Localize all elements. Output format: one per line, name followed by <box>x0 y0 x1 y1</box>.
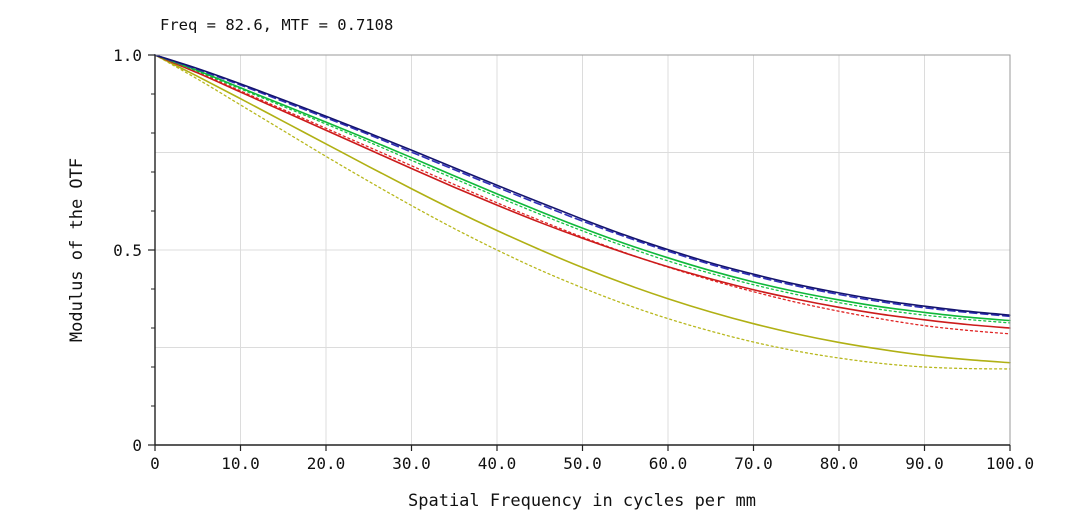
x-tick-label: 30.0 <box>392 454 431 473</box>
x-tick-label: 60.0 <box>649 454 688 473</box>
series-curve-red-solid <box>154 54 1011 329</box>
x-tick-label: 50.0 <box>563 454 602 473</box>
series-curve-yellow-solid <box>154 54 1011 364</box>
y-tick-label: 1.0 <box>113 46 142 65</box>
series-curve-red-dotted <box>154 54 1011 335</box>
series-curve-green-solid <box>154 54 1011 322</box>
series-curve-blue-dashed <box>154 54 1011 318</box>
series-layer <box>154 54 1011 370</box>
y-axis-label: Modulus of the OTF <box>67 158 87 342</box>
grid-layer <box>155 55 1010 445</box>
series-curve-blue-solid <box>154 54 1011 316</box>
chart-title: Freq = 82.6, MTF = 0.7108 <box>160 16 393 34</box>
tick-label-layer: 0 10.0 20.0 30.0 40.0 50.0 60.0 70.0 80.0 90.0 100… <box>113 46 1034 473</box>
x-tick-label: 90.0 <box>905 454 944 473</box>
x-tick-label: 70.0 <box>734 454 773 473</box>
series-curve-yellow-dotted <box>154 54 1011 370</box>
series-curve-green-dotted <box>154 54 1011 324</box>
x-tick-label: 40.0 <box>478 454 517 473</box>
x-tick-label: 80.0 <box>820 454 859 473</box>
x-tick-label: 10.0 <box>221 454 260 473</box>
x-tick-label: 100.0 <box>986 454 1034 473</box>
y-tick-label: 0.5 <box>113 241 142 260</box>
x-tick-label: 20.0 <box>307 454 346 473</box>
x-tick-label: 0 <box>150 454 160 473</box>
x-axis-label: Spatial Frequency in cycles per mm <box>408 491 756 511</box>
axis-layer <box>148 54 1011 451</box>
y-tick-label: 0 <box>132 436 142 455</box>
